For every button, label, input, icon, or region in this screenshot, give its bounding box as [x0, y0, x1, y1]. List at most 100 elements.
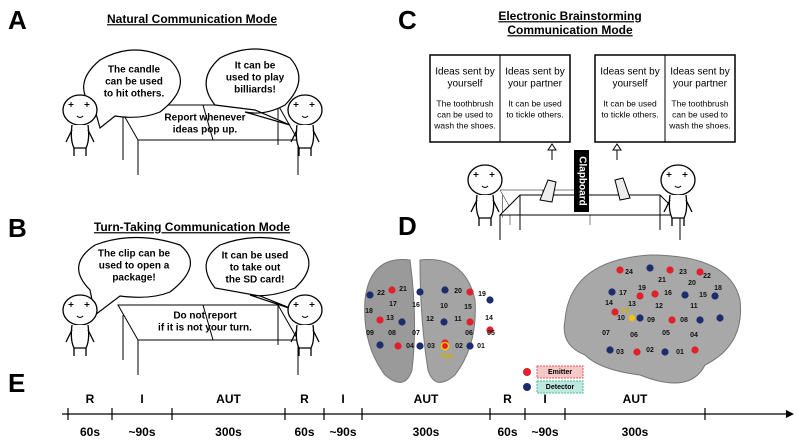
optode — [696, 316, 704, 324]
phase-duration: 300s — [413, 425, 440, 439]
channel-label: 10 — [440, 303, 448, 310]
phase-label: AUT — [623, 392, 648, 406]
channel-label: 21 — [399, 286, 407, 293]
optode — [416, 342, 424, 350]
optode — [651, 290, 659, 298]
marker-label: T9 — [621, 308, 629, 315]
channel-label: 12 — [426, 316, 434, 323]
timeline-arrow — [786, 410, 794, 418]
optode — [611, 308, 619, 316]
channel-label: 04 — [406, 343, 414, 350]
channel-label: 04 — [690, 332, 698, 339]
reference-point — [628, 314, 636, 322]
phase-label: I — [341, 392, 344, 406]
optode — [606, 346, 614, 354]
optode — [388, 286, 396, 294]
marker-label: Fpz — [441, 353, 454, 360]
channel-label: 03 — [616, 349, 624, 356]
phase-label: AUT — [216, 392, 241, 406]
optode — [486, 326, 494, 334]
phase-label: R — [300, 392, 309, 406]
speech-text: used to play — [226, 73, 285, 84]
phase-label: I — [543, 392, 546, 406]
channel-label: 13 — [386, 315, 394, 322]
screen-heading: yourself — [612, 79, 647, 90]
panel-a — [62, 48, 323, 176]
table-note: Do not report — [173, 311, 237, 322]
screen-heading: Ideas sent by — [670, 67, 729, 78]
screen-body: to tickle others. — [506, 109, 563, 119]
channel-label: 22 — [377, 290, 385, 297]
panel-letter: D — [398, 211, 417, 241]
channel-label: 18 — [365, 308, 373, 315]
optode — [661, 348, 669, 356]
channel-label: 13 — [628, 301, 636, 308]
bound-content: A B C D E Natural Communication Mode The candl… — [8, 5, 794, 439]
optode — [466, 288, 474, 296]
channel-label: 03 — [427, 343, 435, 350]
optode — [633, 348, 641, 356]
optode — [608, 288, 616, 296]
screen-heading: Ideas sent by — [505, 67, 564, 78]
phase-duration: 300s — [622, 425, 649, 439]
optode — [616, 266, 624, 274]
channel-label: 24 — [625, 269, 633, 276]
optode — [416, 288, 424, 296]
optode — [394, 342, 402, 350]
channel-label: 16 — [664, 290, 672, 297]
phase-label: AUT — [414, 392, 439, 406]
channel-label: 05 — [662, 330, 670, 337]
phase-duration: 300s — [215, 425, 242, 439]
phase-duration: ~90s — [531, 425, 558, 439]
speech-text: It can be — [235, 61, 276, 72]
speech-text: billiards! — [234, 85, 276, 96]
reference-point — [440, 341, 450, 351]
panel-title: Turn-Taking Communication Mode — [94, 220, 291, 234]
channel-label: 20 — [688, 280, 696, 287]
panel-b — [62, 236, 323, 376]
phase-duration: 60s — [80, 425, 100, 439]
screen-body: The toothbrush — [671, 98, 728, 108]
channel-label: 19 — [478, 291, 486, 298]
panel-letter: E — [8, 368, 25, 398]
channel-label: 16 — [412, 302, 420, 309]
channel-label: 02 — [646, 347, 654, 354]
screen-body: The toothbrush — [436, 98, 493, 108]
optode — [681, 291, 689, 299]
optode — [440, 318, 448, 326]
channel-label: 15 — [699, 292, 707, 299]
optode — [716, 314, 724, 322]
panel-letter: A — [8, 5, 27, 35]
channel-label: 08 — [388, 330, 396, 337]
legend-label: Emitter — [548, 369, 572, 376]
phase-label: R — [503, 392, 512, 406]
screen-heading: your partner — [673, 79, 728, 90]
optode — [696, 268, 704, 276]
channel-label: 02 — [455, 343, 463, 350]
table-note: Report whenever — [164, 113, 245, 124]
channel-label: 14 — [605, 300, 613, 307]
phase-duration: ~90s — [329, 425, 356, 439]
speech-text: the SD card! — [226, 275, 285, 286]
channel-label: 01 — [477, 343, 485, 350]
optode — [398, 318, 406, 326]
speech-text: to hit others. — [104, 89, 165, 100]
panel-title: Electronic Brainstorming — [498, 9, 641, 23]
optode — [466, 342, 474, 350]
channel-label: 11 — [690, 303, 698, 310]
table-note: if it is not your turn. — [158, 323, 252, 334]
optode — [376, 316, 384, 324]
channel-label: 10 — [617, 315, 625, 322]
optode — [646, 264, 654, 272]
table-note: ideas pop up. — [173, 125, 238, 136]
channel-label: 01 — [676, 349, 684, 356]
channel-label: 09 — [647, 317, 655, 324]
speech-text: package! — [112, 273, 155, 284]
panel-title: Natural Communication Mode — [107, 12, 277, 26]
speech-text: It can be used — [222, 251, 289, 262]
channel-label: 05 — [487, 330, 495, 337]
screen-body: It can be used — [603, 98, 657, 108]
optode — [691, 346, 699, 354]
phase-duration: 60s — [294, 425, 314, 439]
